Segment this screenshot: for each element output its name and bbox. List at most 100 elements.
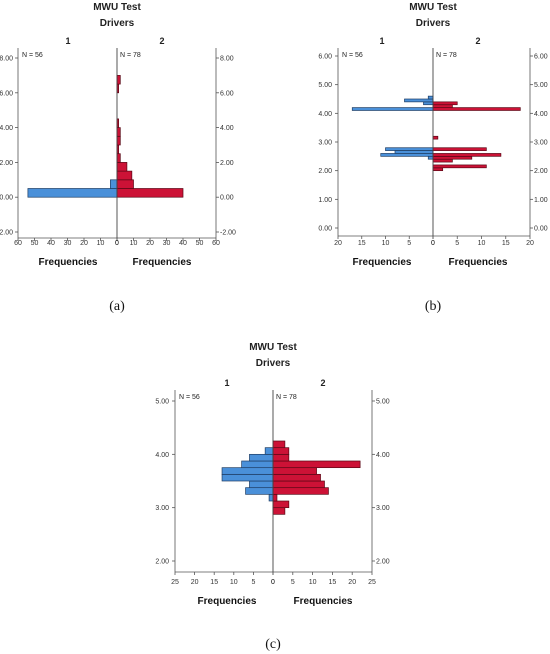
x-tick-label: 0 (115, 240, 119, 247)
y-tick-label-right: 0.00 (534, 226, 548, 233)
x-tick-label: 5 (407, 240, 411, 247)
chart-panel-b: MWU Test Drivers 1 2 N = 56 N = 78 0.00 0.00 1.0… (318, 2, 547, 314)
y-tick-label-right: 2.00 (220, 160, 234, 167)
chart-title: MWU Test (93, 2, 141, 13)
y-tick-label-right: 2.00 (534, 168, 548, 175)
bar-group-2 (116, 75, 121, 85)
x-tick-label: 10 (230, 579, 238, 586)
bar-group-2 (116, 127, 121, 137)
y-tick-label-left: 5.00 (318, 82, 332, 89)
y-tick-label-left: 0.00 (0, 195, 13, 202)
panel-caption: (a) (109, 299, 125, 314)
bar-group-1 (221, 473, 274, 482)
x-tick-label: 40 (179, 240, 187, 247)
x-tick-label: 10 (478, 240, 486, 247)
group-label-2: 2 (159, 36, 164, 46)
bar-group-1 (268, 493, 274, 502)
bar-group-1 (427, 155, 434, 160)
bar-group-2 (272, 507, 286, 515)
chart-title: MWU Test (409, 2, 457, 13)
x-tick-label: 10 (382, 240, 390, 247)
x-tick-label: 5 (251, 579, 255, 586)
group-label-1: 1 (224, 378, 229, 388)
x-tick-label: 60 (14, 240, 22, 247)
y-tick-label-right: -2.00 (220, 230, 236, 237)
y-tick-label-right: 8.00 (220, 56, 234, 63)
bar-group-1 (27, 188, 118, 198)
bar-group-2 (116, 188, 184, 198)
y-tick-label-right: 0.00 (220, 195, 234, 202)
y-tick-label-left: 5.00 (155, 399, 169, 406)
chart-subtitle: Drivers (416, 18, 451, 29)
x-tick-label: 20 (526, 240, 534, 247)
chart-subtitle: Drivers (256, 358, 291, 369)
x-tick-label: 10 (97, 240, 105, 247)
y-tick-label-left: 2.00 (155, 559, 169, 566)
x-tick-label: 15 (358, 240, 366, 247)
bar-group-2 (432, 153, 502, 157)
n-label-1: N = 56 (179, 394, 200, 401)
y-tick-label-left: 6.00 (318, 54, 332, 61)
x-axis-label-1: Frequencies (198, 596, 257, 607)
bar-group-2 (432, 167, 444, 172)
x-tick-label: 25 (171, 579, 179, 586)
bar-group-1 (249, 480, 274, 489)
bar-group-2 (432, 101, 458, 106)
y-tick-label-right: 4.00 (534, 111, 548, 118)
x-tick-label: 0 (431, 240, 435, 247)
y-tick-label-left: 1.00 (318, 197, 332, 204)
y-tick-label-right: 3.00 (534, 140, 548, 147)
x-tick-label: 10 (309, 579, 317, 586)
bar-group-1 (394, 150, 434, 154)
x-tick-label: 50 (31, 240, 39, 247)
x-axis-label-1: Frequencies (353, 257, 412, 268)
x-tick-label: 20 (334, 240, 342, 247)
x-tick-label: 5 (455, 240, 459, 247)
bar-group-2 (272, 440, 286, 449)
n-label-2: N = 78 (276, 394, 297, 401)
x-tick-label: 0 (115, 240, 119, 247)
x-axis-label-2: Frequencies (133, 257, 192, 268)
bar-group-1 (221, 467, 274, 475)
bar-group-2 (272, 487, 329, 495)
y-tick-label-right: 3.00 (376, 505, 390, 512)
bar-group-1 (249, 453, 274, 462)
x-tick-label: 20 (348, 579, 356, 586)
x-tick-label: 30 (163, 240, 171, 247)
bar-group-2 (272, 493, 278, 502)
x-tick-label: 30 (64, 240, 72, 247)
y-tick-label-left: 0.00 (318, 226, 332, 233)
x-tick-label: 25 (368, 579, 376, 586)
bar-group-2 (432, 135, 439, 140)
x-axis-label-2: Frequencies (294, 596, 353, 607)
bar-group-2 (272, 453, 290, 462)
panel-caption: (b) (425, 299, 442, 314)
x-tick-label: 50 (196, 240, 204, 247)
bar-group-2 (116, 179, 134, 189)
y-tick-label-right: 2.00 (376, 559, 390, 566)
bar-group-2 (432, 147, 487, 151)
bar-group-2 (432, 104, 453, 108)
x-tick-label: 20 (146, 240, 154, 247)
n-label-2: N = 78 (120, 52, 141, 59)
group-label-1: 1 (65, 36, 70, 46)
x-axis-label-1: Frequencies (39, 257, 98, 268)
bar-group-2 (272, 500, 290, 509)
chart-subtitle: Drivers (100, 18, 135, 29)
x-tick-label: 0 (271, 579, 275, 586)
bar-group-1 (380, 153, 434, 157)
bar-group-2 (116, 153, 121, 163)
n-label-1: N = 56 (22, 52, 43, 59)
y-tick-label-right: 5.00 (534, 82, 548, 89)
bar-group-2 (116, 162, 128, 172)
bar-group-1 (245, 487, 274, 495)
bar-group-1 (385, 147, 434, 151)
y-tick-label-left: 2.00 (0, 160, 13, 167)
bar-group-1 (351, 107, 434, 111)
panel-caption: (c) (265, 637, 281, 652)
x-tick-label: 0 (271, 579, 275, 586)
x-tick-label: 20 (80, 240, 88, 247)
x-tick-label: 15 (329, 579, 337, 586)
bar-group-2 (272, 460, 361, 469)
